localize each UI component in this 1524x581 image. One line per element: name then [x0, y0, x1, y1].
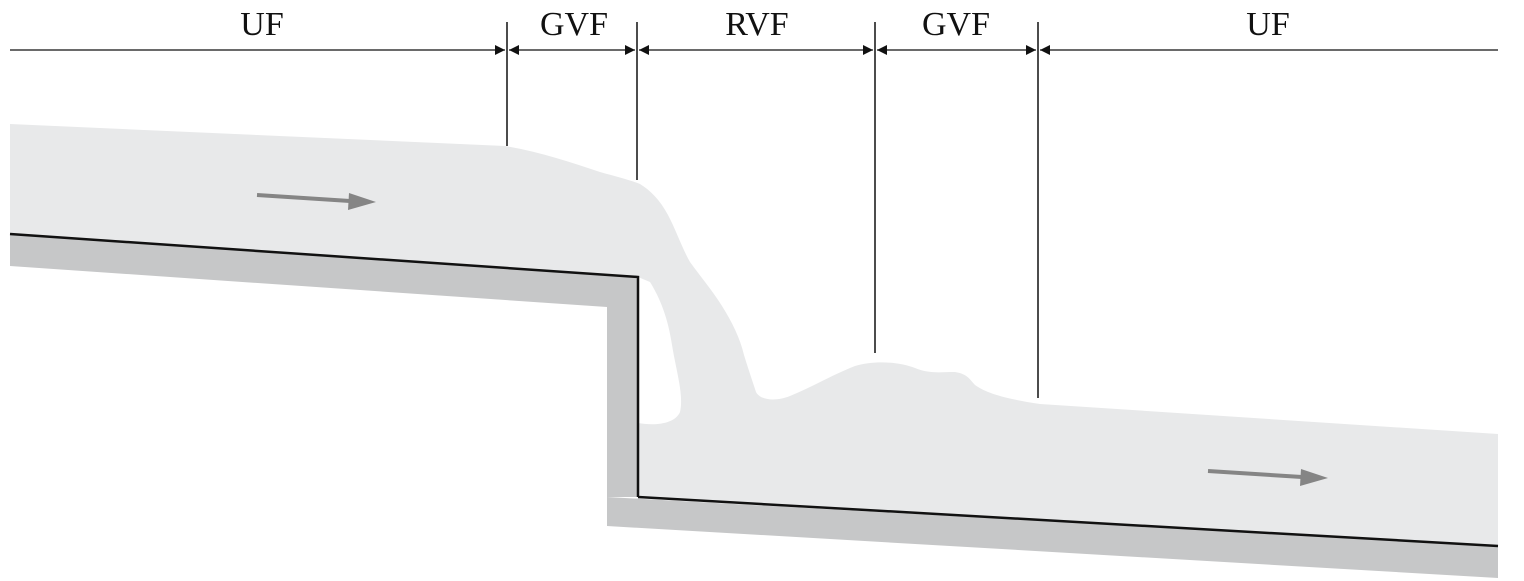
water-body — [10, 124, 1498, 546]
downstream-flow-arrow — [1207, 469, 1328, 486]
upstream-flow-arrow — [256, 193, 376, 210]
downstream-bed-line — [637, 495, 1499, 548]
region-label-rvf: RVF — [725, 6, 788, 43]
upstream-bed-line — [9, 232, 640, 497]
region-label-downstream-uf: UF — [1246, 6, 1289, 43]
upstream-channel-bed — [10, 234, 638, 497]
region-label-upstream-uf: UF — [240, 6, 283, 43]
region-boundary-lines — [506, 22, 1039, 398]
region-label-downstream-gvf: GVF — [922, 6, 990, 43]
downstream-channel-bed — [607, 497, 1498, 578]
region-label-upstream-gvf: GVF — [540, 6, 608, 43]
